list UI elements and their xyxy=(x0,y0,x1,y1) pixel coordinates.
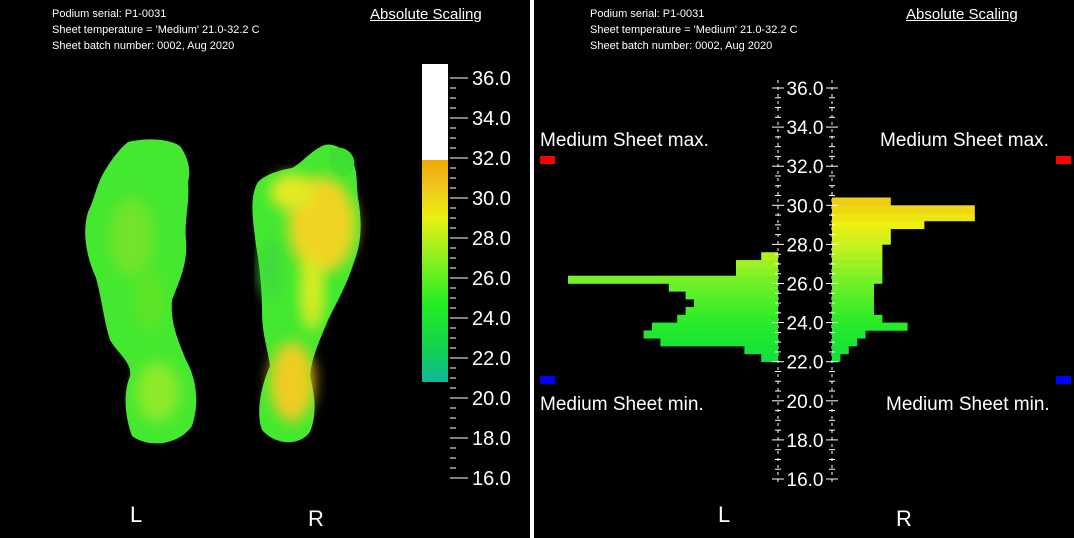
colorbar-tick-label: 30.0 xyxy=(472,188,511,210)
histogram-bar-left xyxy=(736,260,778,269)
histogram-bar-left xyxy=(652,322,778,331)
histogram-bar-left xyxy=(685,306,778,316)
temperature-colorbar xyxy=(422,64,448,382)
histogram-bar-right xyxy=(832,275,883,284)
colorbar-tick-label: 18.0 xyxy=(472,428,511,450)
axis-tick-label: 28.0 xyxy=(787,235,824,256)
colorbar-tick-label: 32.0 xyxy=(472,148,511,170)
histogram-bar-left xyxy=(668,283,778,292)
colorbar-ticks: 36.0 34.0 32.0 30.0 28.0 26.0 24.0 22.0 20.0 18.0… xyxy=(450,68,511,490)
histogram-bar-right xyxy=(832,291,874,300)
colorbar-tick-label: 34.0 xyxy=(472,108,511,130)
histogram-bar-left xyxy=(736,267,778,276)
right-foot-label: R xyxy=(896,506,912,531)
histogram-bar-right xyxy=(832,197,891,206)
colorbar-above-range xyxy=(422,64,448,160)
histogram-bar-right xyxy=(832,213,975,222)
histogram-bar-left xyxy=(694,299,778,308)
left-foot-histogram xyxy=(568,252,778,362)
sheet-info: Podium serial: P1-0031 Sheet temperature… xyxy=(590,6,798,54)
axis-tick-label: 32.0 xyxy=(787,157,824,178)
left-foot-label: L xyxy=(718,502,731,527)
histogram-bar-left xyxy=(568,275,778,284)
colorbar-tick-label: 26.0 xyxy=(472,268,511,290)
colorbar-tick-label: 16.0 xyxy=(472,468,511,490)
colorbar-tick-label: 36.0 xyxy=(472,68,511,90)
histogram-bar-left xyxy=(685,291,778,300)
sheet-min-marker-right xyxy=(1056,376,1071,384)
colorbar-tick-label: 20.0 xyxy=(472,388,511,410)
right-foot-histogram xyxy=(832,197,975,362)
axis-tick-label: 24.0 xyxy=(787,314,824,335)
axis-tick-label: 34.0 xyxy=(787,118,824,139)
histogram-bar-right xyxy=(832,205,975,214)
colorbar-tick-label: 24.0 xyxy=(472,308,511,330)
histogram-bar-right xyxy=(832,267,883,276)
histogram-bar-right xyxy=(832,353,841,362)
histogram-bar-right xyxy=(832,228,891,237)
podium-serial: Podium serial: P1-0031 xyxy=(52,8,167,20)
right-foot xyxy=(252,144,361,443)
histogram-bar-right xyxy=(832,322,908,331)
histogram-bar-right xyxy=(832,260,883,269)
left-foot xyxy=(85,139,197,444)
histogram-bar-right xyxy=(832,306,874,316)
colorbar-tick-label: 22.0 xyxy=(472,348,511,370)
foot-heatmap-panel: Podium serial: P1-0031 Sheet temperature… xyxy=(0,0,530,538)
axis-tick-label: 18.0 xyxy=(787,431,824,452)
axis-tick-label: 16.0 xyxy=(787,470,824,491)
histogram-bar-right xyxy=(832,244,883,253)
sheet-temperature: Sheet temperature = 'Medium' 21.0-32.2 C xyxy=(52,24,260,36)
absolute-scaling-link[interactable]: Absolute Scaling xyxy=(906,6,1018,23)
sheet-min-marker-left xyxy=(540,376,555,384)
sheet-max-marker-left xyxy=(540,156,555,164)
histogram-bar-left xyxy=(761,353,778,362)
sheet-batch-number: Sheet batch number: 0002, Aug 2020 xyxy=(52,40,235,52)
axis-tick-label: 22.0 xyxy=(787,353,824,374)
histogram-bar-right xyxy=(832,330,866,339)
histogram-bar-right xyxy=(832,299,874,308)
histogram-bar-right xyxy=(832,346,849,355)
axis-tick-label: 30.0 xyxy=(787,196,824,217)
histogram-bar-right xyxy=(832,252,883,261)
sheet-min-label-left: Medium Sheet min. xyxy=(540,394,704,415)
sheet-max-label-right: Medium Sheet max. xyxy=(880,130,1049,151)
histogram-bar-right xyxy=(832,338,858,347)
sheet-temperature: Sheet temperature = 'Medium' 21.0-32.2 C xyxy=(590,24,798,36)
left-foot-label: L xyxy=(130,502,143,527)
axis-tick-label: 26.0 xyxy=(787,275,824,296)
histogram-bar-right xyxy=(832,283,874,292)
histogram-bar-left xyxy=(761,252,778,261)
foot-thermal-image: 36.0 34.0 32.0 30.0 28.0 26.0 24.0 22.0 20.0 18.0… xyxy=(85,64,511,490)
sheet-max-label-left: Medium Sheet max. xyxy=(540,130,709,151)
histogram-bar-right xyxy=(832,236,891,245)
right-foot-label: R xyxy=(308,506,324,531)
temperature-histogram-panel: Podium serial: P1-0031 Sheet temperature… xyxy=(534,0,1074,538)
histogram-bar-left xyxy=(744,346,778,355)
sheet-info: Podium serial: P1-0031 Sheet temperature… xyxy=(52,6,260,54)
absolute-scaling-link[interactable]: Absolute Scaling xyxy=(370,6,482,23)
histogram-bar-right xyxy=(832,314,883,323)
colorbar-tick-label: 28.0 xyxy=(472,228,511,250)
sheet-min-label-right: Medium Sheet min. xyxy=(886,394,1050,415)
temperature-histogram-chart: 36.0 34.0 32.0 30.0 28.0 26.0 24.0 22.0 20.0 18.0… xyxy=(568,79,975,491)
axis-tick-label: 20.0 xyxy=(787,392,824,413)
podium-serial: Podium serial: P1-0031 xyxy=(590,8,705,20)
colorbar-gradient xyxy=(422,160,448,382)
sheet-max-marker-right xyxy=(1056,156,1071,164)
histogram-bar-left xyxy=(660,338,778,347)
histogram-bar-left xyxy=(643,330,778,339)
axis-tick-label: 36.0 xyxy=(787,79,824,100)
temperature-axis: 36.0 34.0 32.0 30.0 28.0 26.0 24.0 22.0 20.0 18.0… xyxy=(772,79,838,491)
histogram-bar-left xyxy=(677,314,778,323)
histogram-bar-right xyxy=(832,220,925,230)
sheet-batch-number: Sheet batch number: 0002, Aug 2020 xyxy=(590,40,773,52)
